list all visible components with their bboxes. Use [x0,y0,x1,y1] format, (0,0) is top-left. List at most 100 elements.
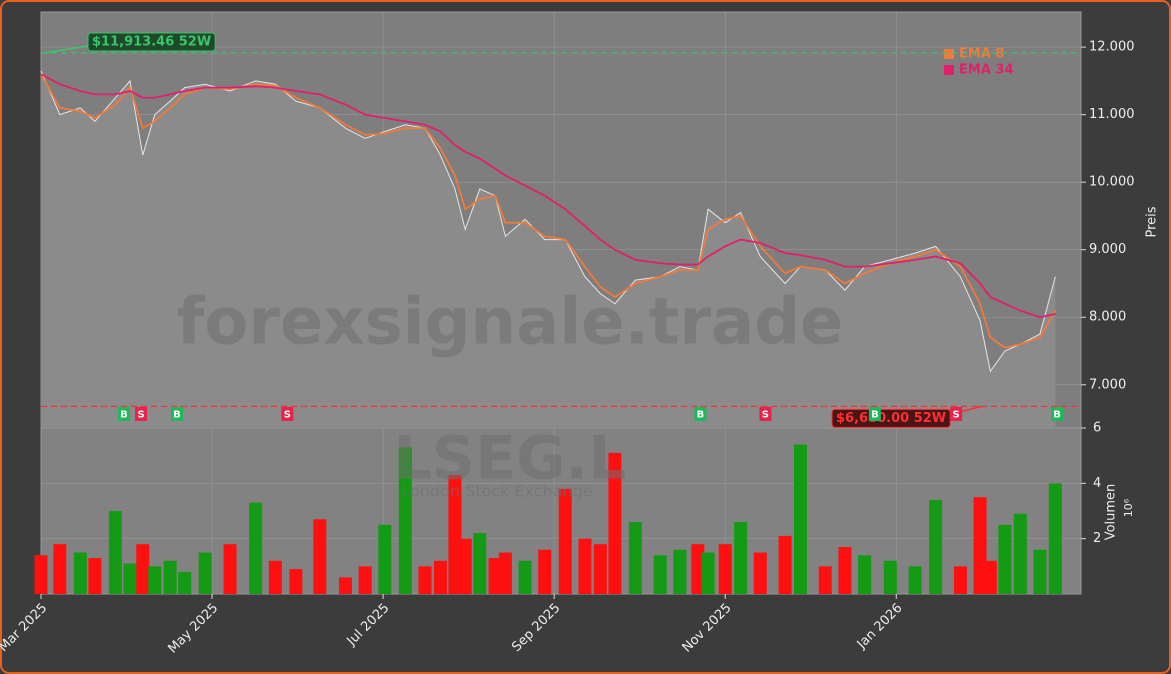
volume-bar [753,552,767,594]
volume-bar [578,538,592,594]
volume-tick-label: 2 [1093,531,1101,546]
signal-box [170,407,183,421]
signal-box [868,407,881,421]
watermark-symbol: LSEG.L [394,424,627,494]
y-tick-label: 7.000 [1089,377,1126,392]
volume-bar [418,566,432,594]
signal-label: S [137,410,144,421]
y-tick-label: 8.000 [1089,310,1126,325]
volume-bar [289,569,303,594]
volume-tick-label: 6 [1093,421,1101,436]
annotation-box [87,32,216,52]
volume-bar [929,499,943,594]
legend-label: EMA 34 [959,63,1014,78]
volume-bar [1013,513,1027,594]
volume-bar [358,566,372,594]
volume-bar [268,560,282,594]
volume-bar [223,544,237,594]
volume-bar [73,552,87,594]
signal-label: S [284,410,291,421]
volume-bar [608,452,622,594]
ema-line [40,73,1057,349]
volume-bar [998,524,1012,594]
volume-bar [88,558,102,594]
signal-label: S [953,410,960,421]
volume-bar [1033,549,1047,594]
price-area [41,70,1056,429]
volume-bar [718,544,732,594]
ema-line [40,73,1056,319]
legend-swatch [944,65,954,75]
signal-box [950,407,963,421]
volume-bar [793,444,807,594]
signal-label: B [120,410,128,421]
volume-bar [488,558,502,594]
volume-bar [701,552,715,594]
volume-bar [1048,483,1062,594]
volume-bar [313,519,327,594]
watermark: forexsignale.trade [177,286,844,360]
volume-bar [148,566,162,594]
volume-bar [838,546,852,594]
y-tick-label: 12.000 [1089,40,1135,55]
y-tick-label: 10.000 [1089,175,1135,190]
signal-box [694,407,707,421]
signal-box [1051,407,1064,421]
volume-axis-label: Volumen [1104,484,1119,541]
y-tick-label: 11.000 [1089,107,1135,122]
y-tick-label: 9.000 [1089,242,1126,257]
volume-bar [973,497,987,594]
volume-bar [473,533,487,594]
volume-bar [778,535,792,594]
volume-bar [178,571,192,594]
volume-bar [398,447,412,594]
volume-bar [338,577,352,594]
signal-label: B [1053,410,1061,421]
volume-bar [953,566,967,594]
volume-tick-label: 4 [1093,476,1101,491]
signal-label: B [871,410,879,421]
signal-box [759,407,772,421]
signal-label: B [697,410,705,421]
volume-bar [673,549,687,594]
legend-label: EMA 8 [959,47,1004,62]
legend-swatch [944,49,954,59]
volume-bar [458,538,472,594]
volume-bar [123,563,137,594]
volume-bar [448,475,462,594]
volume-bar [136,544,150,594]
volume-bar [858,555,872,594]
volume-bar [34,555,48,594]
volume-bar [653,555,667,594]
signal-box [281,407,294,421]
volume-bar [691,544,705,594]
y-axis-label: Preis [1145,206,1160,237]
volume-bar [433,560,447,594]
volume-bar [818,566,832,594]
watermark-exchange: London Stock Exchange [401,482,592,501]
volume-bar [518,560,532,594]
volume-bar [734,522,748,594]
volume-bar [108,511,122,594]
volume-bar [593,544,607,594]
signal-box [135,407,148,421]
volume-bar [908,566,922,594]
volume-bar [538,549,552,594]
annotation-arrow [43,45,89,54]
volume-bar [53,544,67,594]
signal-box [117,407,130,421]
volume-bar [249,502,263,594]
signal-label: S [762,410,769,421]
volume-bar [628,522,642,594]
volume-bar [883,560,897,594]
volume-bar [498,552,512,594]
signal-label: B [173,410,181,421]
volume-bar [558,488,572,594]
annotation-label: $6,680.00 52W [836,411,946,426]
annotation-label: $11,913.46 52W [92,34,211,49]
volume-bar [198,552,212,594]
volume-bar [163,560,177,594]
volume-exponent: 10⁶ [1122,498,1135,517]
volume-bar [983,560,997,594]
